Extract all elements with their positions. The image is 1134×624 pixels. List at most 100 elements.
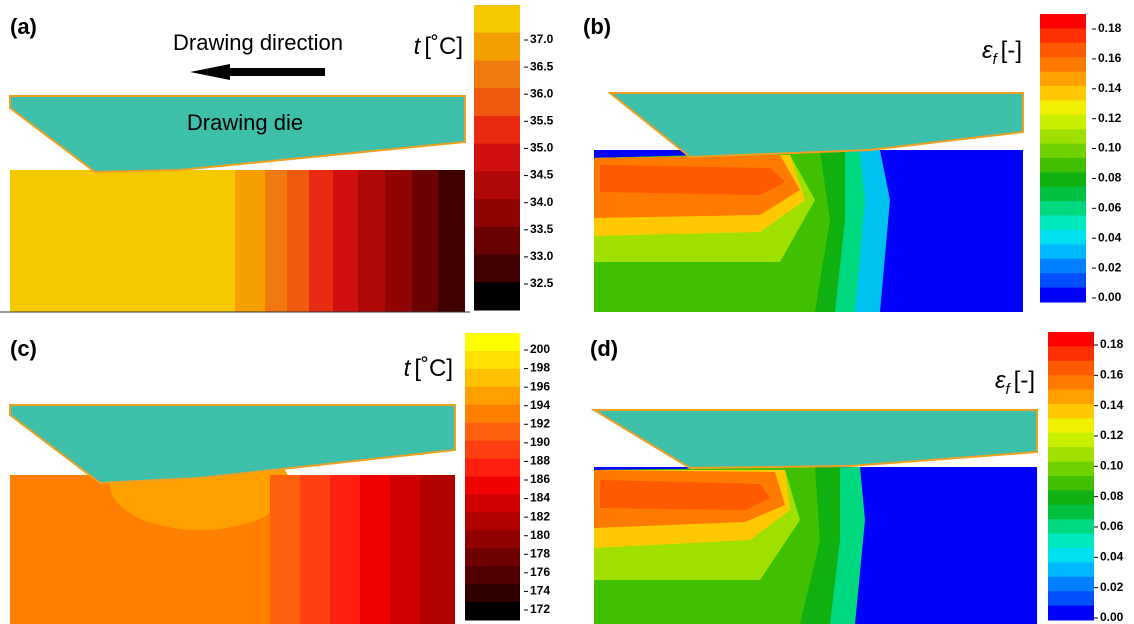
colorbar-band [1040, 42, 1086, 58]
panel-d-field [590, 409, 1038, 624]
colorbar-band [465, 386, 520, 406]
tick-label: 33.5 [530, 222, 554, 236]
colorbar-band [465, 350, 520, 370]
tick-label: 0.06 [1098, 201, 1122, 215]
colorbar-band [1040, 201, 1086, 217]
colorbar-band [1048, 389, 1094, 405]
colorbar-band [1048, 476, 1094, 491]
tick-label: 178 [530, 546, 550, 560]
colorbar-band [465, 548, 520, 567]
tick-label: 0.14 [1098, 81, 1122, 95]
colorbar-band [474, 32, 520, 61]
unit: [-] [1001, 37, 1022, 64]
tick-label: 0.06 [1100, 519, 1124, 533]
annotation: Drawing direction [173, 30, 343, 55]
colorbar-band [465, 494, 520, 513]
panel-label: (b) [583, 14, 611, 39]
subscript: f [1006, 381, 1012, 398]
tick-label: 35.0 [530, 141, 554, 155]
colorbar-band [1048, 519, 1094, 535]
panel-label: (d) [590, 336, 618, 361]
colorbar-title: εf [-] [982, 37, 1022, 68]
tick-label: 196 [530, 379, 550, 393]
colorbar-band [474, 5, 520, 34]
annotation: Drawing die [187, 110, 303, 135]
tick-label: 32.5 [530, 276, 554, 290]
panel-label: (c) [10, 336, 37, 361]
colorbar-band [474, 199, 520, 228]
colorbar-band [1048, 576, 1094, 592]
tick-label: 184 [530, 491, 550, 505]
tick-label: 190 [530, 435, 550, 449]
symbol: t [404, 355, 412, 382]
colorbar-band [1040, 215, 1086, 231]
symbol: t [414, 33, 422, 60]
colorbar-band [1048, 591, 1094, 607]
tick-label: 34.5 [530, 168, 554, 182]
colorbar-band [1048, 375, 1094, 391]
unit: [-] [1014, 367, 1035, 394]
colorbar-band [1048, 360, 1094, 376]
colorbar-band [465, 566, 520, 585]
colorbar-band [1048, 562, 1094, 578]
tick-label: 0.14 [1100, 398, 1124, 412]
tick-label: 172 [530, 602, 550, 616]
colorbar-band [1048, 418, 1094, 434]
tick-label: 186 [530, 472, 550, 486]
colorbar-band [474, 254, 520, 283]
tick-label: 0.18 [1098, 21, 1122, 35]
tick-label: 0.16 [1100, 368, 1124, 382]
tick-label: 0.00 [1098, 290, 1122, 304]
panel-b-field [594, 92, 1024, 312]
colorbar-band [465, 333, 520, 352]
colorbar-title: t [˚C] [414, 33, 463, 60]
colorbar-band [1040, 258, 1086, 274]
colorbar-band [474, 143, 520, 172]
colorbar-band [1040, 86, 1086, 101]
colorbar-band [1048, 447, 1094, 463]
colorbar-band [465, 422, 520, 442]
colorbar-band [1040, 273, 1086, 289]
subscript: f [993, 51, 999, 68]
colorbar-title: εf [-] [995, 367, 1035, 398]
colorbar-band [465, 584, 520, 603]
colorbar-band [474, 88, 520, 117]
unit: [˚C] [414, 355, 453, 382]
colorbar-band [1048, 346, 1094, 362]
colorbar-band [1040, 158, 1086, 173]
tick-label: 0.04 [1100, 550, 1124, 564]
tick-label: 0.16 [1098, 51, 1122, 65]
colorbar-band [1040, 230, 1086, 245]
colorbar-band [1048, 605, 1094, 621]
panel-label: (a) [10, 14, 37, 39]
tick-label: 180 [530, 528, 550, 542]
tick-label: 0.10 [1100, 459, 1124, 473]
colorbar-band [1048, 432, 1094, 448]
colorbar-band [474, 226, 520, 256]
unit: [˚C] [424, 33, 463, 60]
tick-label: 0.08 [1100, 489, 1124, 503]
colorbar-band [1040, 28, 1086, 44]
panel-a-field [0, 64, 470, 313]
colorbar-band [1040, 143, 1086, 159]
colorbar-band [465, 458, 520, 477]
tick-label: 188 [530, 454, 550, 468]
colorbar-band [1048, 404, 1094, 419]
colorbar-band [1048, 533, 1094, 549]
tick-label: 182 [530, 509, 550, 523]
tick-label: 37.0 [530, 32, 554, 46]
tick-label: 35.5 [530, 114, 554, 128]
colorbar-band [1040, 114, 1086, 130]
panel-c-field [9, 404, 456, 624]
colorbar-band [1040, 186, 1086, 202]
colorbar-band [465, 440, 520, 460]
colorbar-band [465, 602, 520, 621]
colorbar-band [1048, 490, 1094, 506]
colorbar-band [465, 368, 520, 388]
tick-label: 0.12 [1100, 428, 1124, 442]
tick-label: 36.0 [530, 86, 554, 100]
colorbar-band [1040, 172, 1086, 188]
colorbar-band [1048, 504, 1094, 520]
colorbar-band [465, 530, 520, 549]
